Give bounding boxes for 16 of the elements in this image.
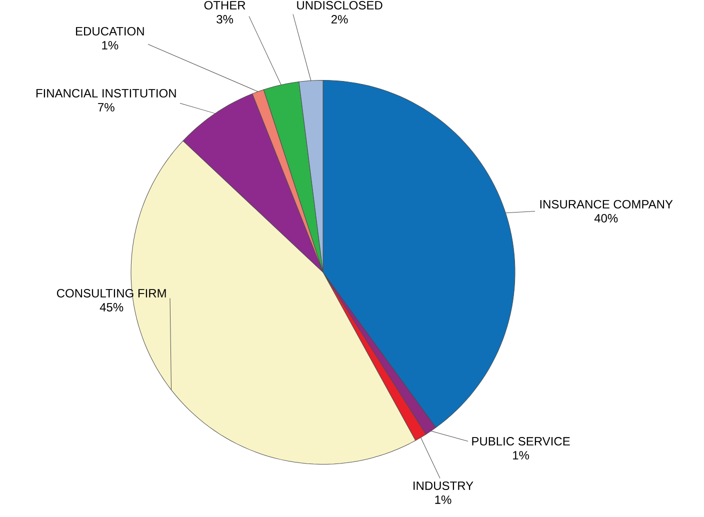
- slice-label: UNDISCLOSED: [297, 0, 382, 10]
- slice-label: INDUSTRY: [414, 481, 474, 490]
- data-label: 40%: [594, 214, 618, 222]
- slice-label: OTHER: [204, 0, 246, 10]
- slice-label: FINANCIAL INSTITUTION: [36, 88, 176, 98]
- slice-label: INSURANCE COMPANY: [540, 200, 673, 208]
- data-label: 1%: [513, 450, 530, 460]
- data-label: 1%: [435, 495, 452, 504]
- data-label: 7%: [98, 102, 114, 112]
- slice-label: PUBLIC SERVICE: [472, 436, 570, 446]
- slice-label: EDUCATION: [76, 26, 144, 36]
- data-label: 1%: [102, 40, 118, 50]
- data-label: 45%: [100, 302, 124, 312]
- data-label: 2%: [331, 14, 348, 24]
- data-label: 3%: [216, 14, 234, 24]
- slice-label: CONSULTING FIRM: [56, 288, 166, 298]
